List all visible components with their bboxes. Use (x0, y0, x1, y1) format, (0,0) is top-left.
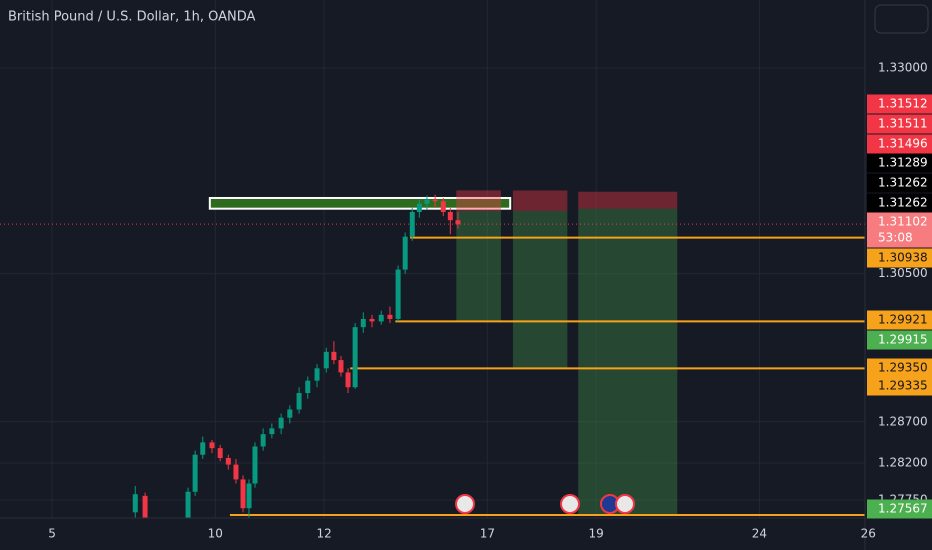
price-label: 1.31289 (878, 156, 928, 170)
price-label-bg (867, 330, 932, 350)
candle-body (287, 409, 293, 418)
x-tick-label: 26 (861, 527, 876, 541)
candle-body (185, 491, 191, 518)
price-label-bg (867, 310, 932, 330)
price-label-bg (867, 358, 932, 378)
candle-body (209, 442, 215, 449)
stop-zone (578, 191, 678, 209)
candle-body (225, 458, 231, 465)
price-label: 1.31496 (878, 137, 928, 151)
candle-body (447, 211, 453, 221)
target-zone (512, 210, 568, 369)
price-label: 1.31512 (878, 97, 928, 111)
y-tick-label: 1.30500 (878, 266, 928, 280)
countdown-label: 53:08 (878, 231, 913, 245)
candle-body (338, 360, 344, 373)
stop-zone (456, 190, 501, 211)
price-label: 1.29915 (878, 333, 928, 347)
candle-body (240, 479, 246, 509)
stop-zone (512, 190, 568, 211)
event-icon[interactable] (615, 494, 635, 514)
event-icon[interactable] (455, 494, 475, 514)
candle-body (233, 464, 239, 480)
x-tick-label: 17 (480, 527, 495, 541)
price-label: 1.31262 (878, 196, 928, 210)
zone (208, 196, 512, 210)
price-label-bg (867, 376, 932, 396)
target-zone (456, 210, 501, 322)
candle-body (455, 220, 461, 225)
candle-body (432, 199, 438, 202)
settings-button[interactable] (874, 4, 929, 34)
candle-body (331, 351, 337, 361)
event-icon[interactable] (560, 494, 580, 514)
price-label: 1.31511 (878, 117, 928, 131)
y-tick-label: 1.28700 (878, 414, 928, 428)
y-tick-label: 1.33000 (878, 60, 928, 74)
plot-area (0, 0, 865, 518)
price-label-bg (867, 248, 932, 268)
target-zone (578, 208, 678, 516)
price-label: 1.31262 (878, 176, 928, 190)
candle-body (252, 446, 258, 484)
candle-body (314, 368, 320, 381)
price-label-bg (867, 193, 932, 213)
candle-body (142, 495, 148, 518)
candle-body (269, 428, 275, 435)
candle-body (323, 351, 329, 369)
candle-body (409, 211, 415, 237)
candle-body (395, 269, 401, 319)
price-label-bg (867, 499, 932, 519)
candle-body (260, 434, 266, 447)
price-label: 1.27567 (878, 502, 928, 516)
candle-body (360, 318, 366, 328)
candle-body (217, 448, 223, 459)
price-label: 1.30938 (878, 251, 928, 265)
price-label-bg (867, 114, 932, 134)
x-tick-label: 24 (752, 527, 767, 541)
candle-body (369, 318, 375, 322)
event-icons (455, 494, 635, 514)
candle-body (132, 494, 138, 513)
x-tick-label: 10 (208, 527, 223, 541)
x-tick-label: 19 (589, 527, 604, 541)
price-label-bg (867, 173, 932, 193)
x-tick-label: 5 (48, 527, 56, 541)
candle-body (246, 483, 252, 509)
candle-body (440, 201, 446, 212)
x-tick-label: 12 (316, 527, 331, 541)
chart-title: British Pound / U.S. Dollar, 1h, OANDA (8, 10, 256, 25)
candle-body (200, 442, 206, 455)
candle-body (278, 417, 284, 429)
candle-body (424, 199, 430, 204)
price-label-bg (867, 134, 932, 154)
price-label-bg (867, 94, 932, 114)
y-tick-label: 1.28200 (878, 455, 928, 469)
price-label-bg (867, 212, 932, 248)
candle-body (352, 327, 358, 388)
candle-body (192, 454, 198, 492)
price-label-bg (867, 153, 932, 173)
price-label: 1.29350 (878, 361, 928, 375)
price-label: 1.31102 (878, 215, 928, 229)
price-label: 1.29335 (878, 379, 928, 393)
candle-body (387, 314, 393, 319)
candle-body (378, 314, 384, 322)
axes: 5 10 12 17 19 24 26 1.33000 1.30500 1.28700 1.2820… (48, 60, 932, 541)
candle-body (296, 393, 302, 410)
candle-body (305, 380, 311, 394)
price-label: 1.29921 (878, 313, 928, 327)
candle-body (402, 236, 408, 270)
candle-body (345, 372, 351, 388)
candle-body (416, 203, 422, 212)
